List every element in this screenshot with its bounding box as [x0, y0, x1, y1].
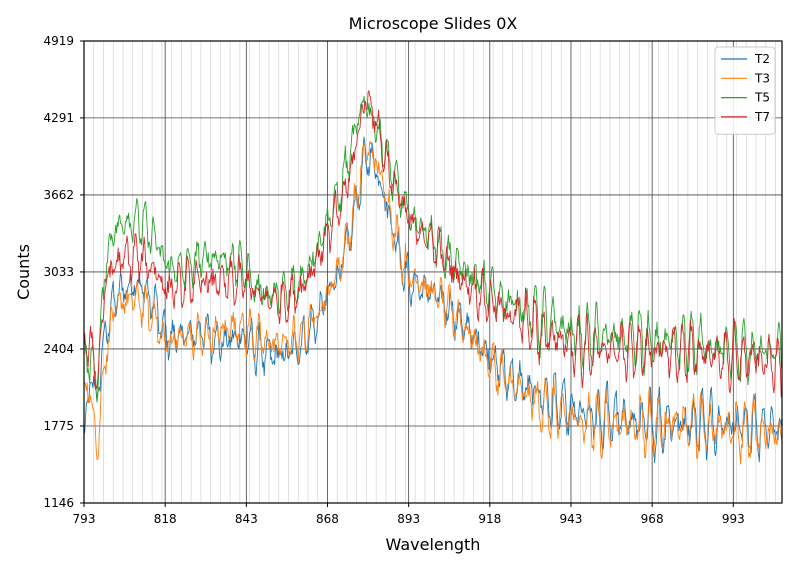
x-tick-label: 918 — [478, 512, 501, 526]
legend-label-t3: T3 — [754, 71, 770, 85]
x-tick-label: 793 — [73, 512, 96, 526]
x-tick-label: 893 — [397, 512, 420, 526]
x-axis-label: Wavelength — [386, 535, 481, 554]
series-layer — [83, 90, 783, 465]
series-line-t7 — [83, 90, 783, 398]
y-tick-label: 3662 — [43, 188, 74, 202]
legend-label-t5: T5 — [754, 91, 770, 105]
legend: T2 T3 T5 T7 — [714, 46, 776, 135]
legend-label-t7: T7 — [754, 110, 770, 124]
x-tick-label: 868 — [316, 512, 339, 526]
x-axis: 793 818 843 868 893 918 943 968 993 — [73, 503, 745, 526]
x-tick-label: 968 — [641, 512, 664, 526]
legend-label-t2: T2 — [754, 52, 770, 66]
y-tick-label: 3033 — [43, 265, 74, 279]
y-axis: 1146 1775 2404 3033 3662 4291 4919 — [43, 34, 84, 510]
x-tick-label: 843 — [235, 512, 258, 526]
y-axis-label: Counts — [14, 244, 33, 300]
legend-box — [714, 46, 776, 135]
y-tick-label: 2404 — [43, 342, 74, 356]
y-tick-label: 4291 — [43, 111, 74, 125]
x-tick-label: 818 — [154, 512, 177, 526]
chart-title: Microscope Slides 0X — [349, 14, 518, 33]
x-tick-label: 943 — [560, 512, 583, 526]
y-tick-label: 1146 — [43, 496, 74, 510]
y-tick-label: 1775 — [43, 419, 74, 433]
y-tick-label: 4919 — [43, 34, 74, 48]
series-line-t3 — [83, 141, 783, 465]
x-tick-label: 993 — [722, 512, 745, 526]
